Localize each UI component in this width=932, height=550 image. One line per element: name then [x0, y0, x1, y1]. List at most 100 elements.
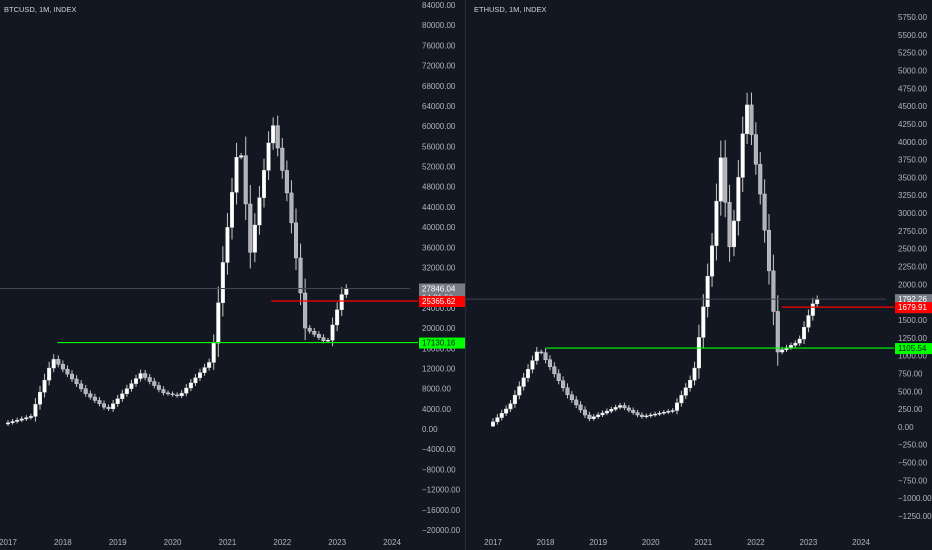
- y-tick-label: 4250.00: [898, 120, 927, 129]
- y-tick-label: 0.00: [898, 423, 914, 432]
- candle: [674, 402, 679, 411]
- candle: [243, 155, 248, 205]
- candle: [275, 125, 280, 149]
- candle: [504, 408, 509, 414]
- candle: [147, 377, 152, 382]
- candle: [806, 315, 811, 328]
- y-tick-label: −250.00: [898, 441, 928, 450]
- candle: [740, 133, 745, 178]
- candle: [289, 192, 294, 224]
- candle: [609, 409, 614, 412]
- candle: [613, 407, 618, 410]
- candle: [517, 386, 522, 396]
- y-tick-label: −500.00: [898, 459, 928, 468]
- y-tick-label: 2750.00: [898, 227, 927, 236]
- panel-divider: [465, 0, 466, 550]
- candle: [10, 421, 15, 423]
- candle: [653, 413, 658, 416]
- candle: [33, 404, 38, 417]
- candle: [657, 412, 662, 415]
- y-tick-label: 5500.00: [898, 31, 927, 40]
- y-tick-label: 1000.00: [898, 352, 927, 361]
- candle: [220, 262, 225, 304]
- candle: [539, 351, 544, 354]
- candle: [257, 197, 262, 226]
- candle: [202, 367, 207, 373]
- candle: [753, 134, 758, 165]
- candle: [24, 417, 29, 420]
- x-tick-label: 2017: [0, 538, 17, 547]
- candle: [330, 324, 335, 341]
- candle: [569, 394, 574, 401]
- candle: [705, 276, 710, 308]
- resistance-price-box: [895, 302, 932, 314]
- candle: [727, 202, 732, 248]
- candle: [692, 367, 697, 381]
- candle: [561, 380, 566, 388]
- y-tick-label: 250.00: [898, 405, 923, 414]
- candle: [51, 359, 56, 369]
- eth-chart[interactable]: ETHUSD, 1M, INDEX 5750.00 5500.00 5250.00 50…: [466, 0, 932, 550]
- candle: [508, 403, 513, 410]
- y-tick-label: −4000.00: [422, 445, 456, 454]
- candle: [604, 410, 609, 414]
- y-tick-label: 84000.00: [422, 1, 456, 10]
- resistance-price-label: 1679.91: [898, 303, 927, 312]
- candle: [239, 155, 244, 158]
- x-tick-label: 2022: [747, 538, 765, 547]
- candle: [193, 377, 198, 384]
- btc-chart-panel[interactable]: BTCUSD, 1M, INDEX 84000.00 80000.00 76000.0…: [0, 0, 466, 550]
- candle: [710, 245, 715, 277]
- candle: [631, 410, 636, 413]
- last-price-label: 1792.26: [898, 295, 927, 304]
- y-tick-label: 4000.00: [898, 138, 927, 147]
- y-tick-label: −750.00: [898, 476, 928, 485]
- y-tick-label: 2250.00: [898, 263, 927, 272]
- candle: [184, 387, 189, 394]
- eth-chart-panel[interactable]: ETHUSD, 1M, INDEX 5750.00 5500.00 5250.00 50…: [466, 0, 932, 550]
- y-tick-label: 76000.00: [422, 41, 456, 50]
- candle: [326, 339, 331, 342]
- y-tick-label: 500.00: [898, 387, 923, 396]
- candle: [582, 409, 587, 416]
- last-price-label: 27846.04: [422, 284, 456, 293]
- y-tick-label: 750.00: [898, 369, 923, 378]
- candle: [512, 394, 517, 404]
- candle: [736, 177, 741, 222]
- candle: [138, 373, 143, 379]
- candle: [758, 164, 763, 195]
- candle: [101, 403, 106, 408]
- x-tick-label: 2024: [852, 538, 870, 547]
- candle: [312, 331, 317, 335]
- candle: [683, 387, 688, 396]
- candle: [298, 257, 303, 294]
- candle: [495, 417, 500, 423]
- candle: [679, 395, 684, 404]
- candle: [600, 412, 605, 416]
- y-tick-label: −16000.00: [422, 506, 461, 515]
- y-tick-label: 36000.00: [422, 243, 456, 252]
- candle: [115, 398, 120, 404]
- y-tick-label: 0.00: [422, 425, 438, 434]
- candle: [696, 337, 701, 369]
- candle: [28, 416, 33, 418]
- candle: [521, 377, 526, 387]
- x-tick-label: 2019: [589, 538, 607, 547]
- candle: [723, 157, 728, 203]
- candle: [810, 303, 815, 316]
- candle: [15, 420, 20, 422]
- y-tick-label: 5250.00: [898, 49, 927, 58]
- candle: [60, 364, 65, 370]
- y-tick-label: 16000.00: [422, 344, 456, 353]
- y-tick-label: 4750.00: [898, 84, 927, 93]
- candle: [284, 170, 289, 194]
- candle: [47, 367, 52, 381]
- candle: [714, 200, 719, 246]
- candle: [718, 157, 723, 202]
- candle: [266, 142, 271, 171]
- candle: [644, 415, 649, 418]
- y-tick-label: 68000.00: [422, 82, 456, 91]
- y-tick-label: 12000.00: [422, 364, 456, 373]
- btc-chart[interactable]: BTCUSD, 1M, INDEX 84000.00 80000.00 76000.0…: [0, 0, 466, 550]
- candle: [207, 362, 212, 368]
